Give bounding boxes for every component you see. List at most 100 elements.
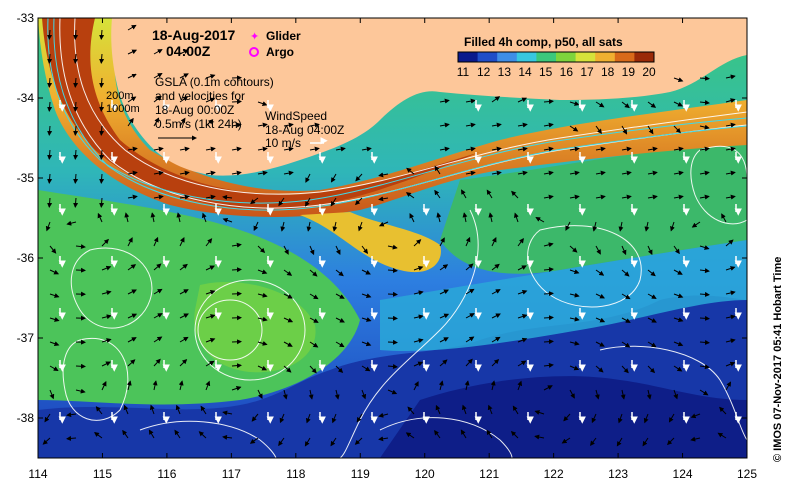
velocity-arrow	[405, 192, 415, 199]
y-tick-label: -37	[17, 331, 35, 345]
velocity-arrow	[517, 314, 528, 319]
velocity-arrow	[231, 122, 242, 128]
colorbar-tick-label: 19	[622, 65, 636, 79]
velocity-arrow	[334, 389, 340, 400]
velocity-arrow	[205, 74, 216, 79]
velocity-arrow	[101, 238, 109, 247]
velocity-arrow	[439, 237, 445, 247]
velocity-arrow	[438, 380, 444, 391]
velocity-arrow	[309, 245, 315, 256]
velocity-arrow	[595, 341, 605, 347]
velocity-arrow	[413, 338, 424, 344]
x-tick-label: 125	[737, 467, 757, 481]
velocity-arrow	[305, 413, 311, 424]
velocity-arrow	[617, 413, 623, 424]
west-eddy	[194, 281, 316, 373]
velocity-arrow	[699, 315, 710, 321]
velocity-arrow	[179, 49, 189, 55]
velocity-arrow	[153, 358, 161, 367]
map-time: 04:00Z	[166, 43, 211, 59]
map-date: 18-Aug-2017	[152, 27, 235, 43]
velocity-arrow	[94, 431, 103, 439]
velocity-arrow	[101, 265, 112, 271]
velocity-arrow	[543, 99, 554, 105]
velocity-arrow	[153, 72, 163, 79]
velocity-arrow	[465, 336, 475, 343]
velocity-arrow	[309, 341, 319, 348]
velocity-arrow	[257, 170, 268, 176]
velocity-arrow	[673, 317, 684, 322]
velocity-arrow	[335, 365, 344, 373]
velocity-arrow	[589, 437, 597, 446]
velocity-arrow	[387, 389, 398, 395]
velocity-arrow	[335, 293, 345, 299]
velocity-arrow	[127, 337, 137, 343]
velocity-arrow	[127, 146, 138, 152]
velocity-arrow	[699, 146, 710, 152]
velocity-arrow	[251, 413, 259, 422]
velocity-arrow	[47, 197, 53, 208]
velocity-arrow	[66, 220, 77, 226]
colorbar-tick-label: 11	[457, 65, 470, 79]
velocity-arrow	[543, 122, 554, 128]
velocity-arrow	[465, 288, 475, 295]
velocity-arrow	[153, 170, 164, 176]
velocity-arrow	[179, 336, 189, 343]
velocity-arrow	[278, 197, 285, 207]
velocity-arrow	[595, 170, 606, 176]
velocity-arrow	[378, 436, 389, 442]
velocity-arrow	[487, 404, 493, 415]
velocity-arrow	[413, 265, 424, 271]
velocity-arrow	[413, 290, 424, 296]
velocity-arrow	[179, 96, 189, 103]
velocity-arrow	[75, 244, 86, 250]
x-tick-label: 115	[93, 467, 112, 481]
velocity-arrow	[461, 189, 467, 199]
velocity-arrow	[569, 194, 580, 200]
velocity-arrow	[99, 53, 105, 64]
velocity-arrow	[621, 317, 631, 323]
velocity-arrow	[569, 245, 578, 253]
velocity-arrow	[124, 212, 130, 223]
velocity-arrow	[179, 170, 190, 176]
platform-legend: ✦ Glider Argo	[249, 29, 301, 59]
velocity-arrow	[673, 125, 681, 134]
velocity-arrow	[491, 358, 500, 367]
velocity-arrow	[595, 101, 605, 108]
colorbar-swatch	[477, 52, 498, 62]
velocity-arrow	[250, 197, 259, 205]
velocity-arrow	[222, 410, 233, 416]
velocity-arrow	[354, 197, 363, 206]
velocity-arrow	[465, 358, 473, 367]
velocity-arrow	[99, 125, 105, 136]
colorbar-title: Filled 4h comp, p50, all sats	[464, 35, 623, 49]
argo-label: Argo	[266, 45, 294, 59]
velocity-arrow	[465, 263, 474, 271]
velocity-arrow	[99, 101, 105, 112]
velocity-arrow	[179, 263, 188, 271]
velocity-arrow	[643, 413, 649, 424]
y-axis: -33 -34 -35 -36 -37 -38	[17, 11, 747, 425]
velocity-arrow	[673, 269, 683, 275]
velocity-arrow	[595, 365, 604, 373]
velocity-arrow	[47, 125, 53, 136]
velocity-arrow	[331, 413, 337, 424]
velocity-arrow	[621, 194, 632, 200]
velocity-arrow	[595, 146, 606, 152]
velocity-arrow	[123, 404, 129, 415]
velocity-arrow	[462, 212, 468, 223]
x-tick-label: 116	[157, 467, 176, 481]
velocity-arrow	[717, 432, 727, 439]
velocity-arrow	[561, 437, 571, 444]
velocity-arrow	[511, 190, 519, 199]
velocity-arrow	[198, 431, 207, 439]
velocity-arrow	[257, 389, 263, 399]
velocity-arrow	[543, 385, 553, 391]
velocity-arrow	[690, 436, 701, 442]
velocity-arrow	[175, 404, 181, 415]
velocity-arrow	[127, 96, 137, 103]
y-tick-label: -34	[17, 91, 35, 105]
velocity-arrow	[595, 269, 605, 276]
velocity-arrow	[205, 265, 215, 271]
velocity-arrow	[465, 236, 471, 247]
